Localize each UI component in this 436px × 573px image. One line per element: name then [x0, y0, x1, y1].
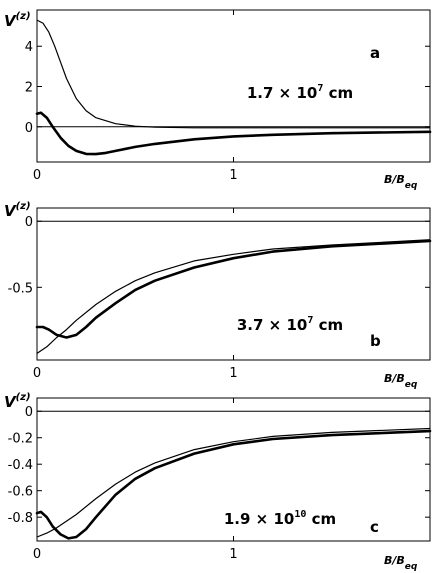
- x-axis-label-sub: eq: [405, 380, 418, 390]
- y-tick-label: -0.8: [8, 511, 33, 526]
- x-axis-label-base: B/B: [384, 173, 405, 186]
- distance-annotation: 1.7 × 107 cm: [247, 83, 353, 102]
- y-axis-label-sup: (z): [16, 392, 31, 403]
- y-tick-label: -0.6: [8, 485, 33, 500]
- y-tick-label: 0: [25, 121, 33, 136]
- series-line-thick: [35, 239, 432, 339]
- annotation-exponent: 7: [307, 315, 313, 326]
- annotation-mantissa: 1.7 × 10: [247, 84, 317, 102]
- y-tick-label: 0: [25, 215, 33, 230]
- y-axis-label-sup: (z): [16, 201, 31, 212]
- x-axis-label-sub: eq: [405, 562, 418, 572]
- annotation-unit: cm: [306, 510, 336, 528]
- series-line-thick: [35, 111, 432, 156]
- panel-letter: c: [370, 518, 379, 536]
- x-axis-label-base: B/B: [384, 372, 405, 385]
- x-tick-label: 1: [229, 547, 237, 562]
- annotation-mantissa: 1.9 × 10: [224, 510, 294, 528]
- y-tick-label: -0.2: [8, 432, 33, 447]
- y-axis-label-base: V: [4, 202, 17, 220]
- y-axis-label: V(z): [4, 392, 31, 411]
- y-axis-label-base: V: [4, 393, 17, 411]
- y-tick-label: -0.5: [8, 281, 33, 296]
- panel-b: 0 -0.5 0 1 V(z) B/Beq 3.7 × 107 cm b: [4, 201, 432, 390]
- y-axis-label: V(z): [4, 11, 31, 30]
- x-tick-label: 0: [33, 547, 41, 562]
- y-tick-label: 0: [25, 405, 33, 420]
- x-axis-label: B/Beq: [384, 554, 418, 572]
- x-axis-label: B/Beq: [384, 372, 418, 390]
- y-axis-label: V(z): [4, 201, 31, 220]
- y-tick-label: 2: [25, 81, 33, 96]
- annotation-unit: cm: [323, 84, 353, 102]
- axes-frame: [36, 9, 431, 163]
- y-tick-label: 4: [25, 40, 33, 55]
- annotation-unit: cm: [313, 316, 343, 334]
- annotation-mantissa: 3.7 × 10: [237, 316, 307, 334]
- panel-c: 0 -0.2 -0.4 -0.6 -0.8 0 1 V(z) B/Beq 1.9 × 1010 c…: [4, 392, 432, 572]
- x-tick-label: 0: [33, 168, 41, 183]
- panel-letter: b: [370, 332, 381, 350]
- series-line-thin: [36, 19, 431, 129]
- y-tick-label: -0.4: [8, 458, 33, 473]
- y-axis-label-base: V: [4, 12, 17, 30]
- x-axis-label: B/Beq: [384, 173, 418, 191]
- x-axis-label-sub: eq: [405, 181, 418, 191]
- x-axis-label-base: B/B: [384, 554, 405, 567]
- y-axis-label-sup: (z): [16, 11, 31, 22]
- distance-annotation: 1.9 × 1010 cm: [224, 509, 336, 528]
- series-line-thin: [36, 427, 431, 538]
- annotation-exponent: 7: [317, 83, 323, 94]
- distance-annotation: 3.7 × 107 cm: [237, 315, 343, 334]
- panel-a: 0 2 4 0 1 V(z) B/Beq 1.7 × 107 cm a: [4, 9, 432, 191]
- x-tick-label: 0: [33, 366, 41, 381]
- series-line-thick: [35, 429, 432, 540]
- panel-letter: a: [370, 44, 380, 62]
- annotation-exponent: 10: [294, 509, 306, 520]
- x-tick-label: 1: [229, 366, 237, 381]
- x-tick-label: 1: [229, 168, 237, 183]
